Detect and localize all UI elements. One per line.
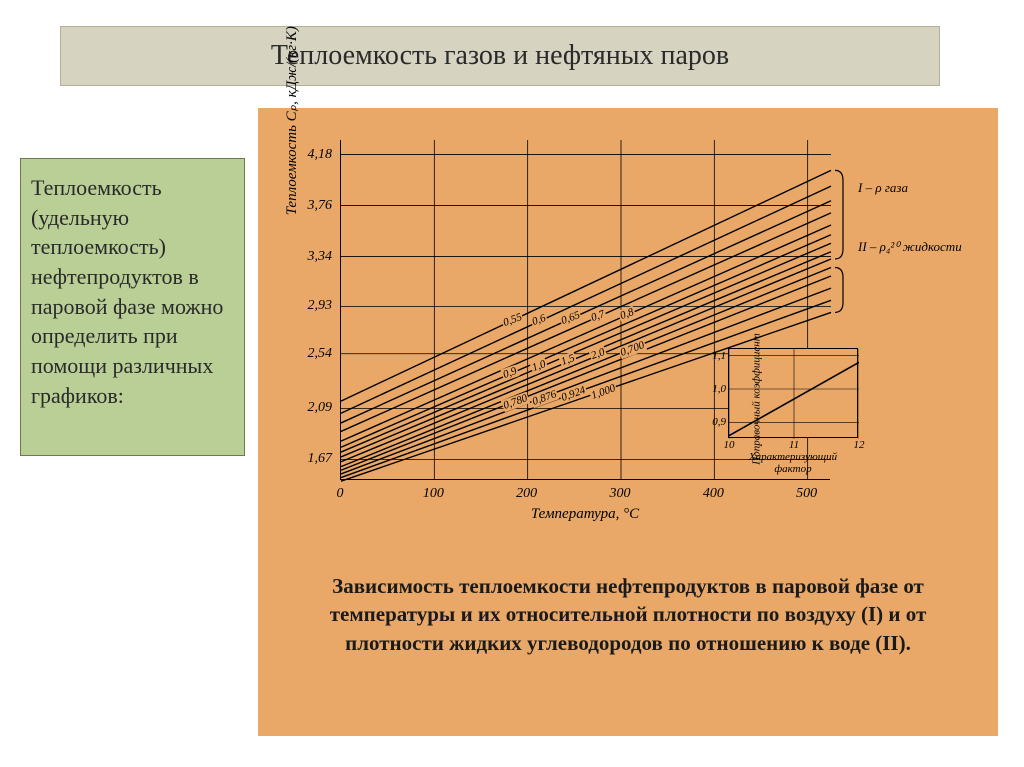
y-axis-label: Теплоемкость Cₚ, кДж/(кг·К)	[282, 26, 301, 215]
x-tick: 0	[337, 486, 344, 502]
sidebar-description: Теплоемкость (удельную теплоемкость) неф…	[20, 158, 245, 456]
chart-caption: Зависимость теплоемкости нефтепродуктов …	[288, 572, 968, 657]
x-tick: 400	[703, 486, 724, 502]
group-label-liquid: II – ρ₄²⁰ жидкости	[858, 240, 962, 254]
y-tick: 4,18	[308, 147, 333, 163]
y-tick: 2,09	[308, 400, 333, 416]
sidebar-text: Теплоемкость (удельную теплоемкость) неф…	[31, 175, 223, 408]
y-tick: 1,67	[308, 451, 333, 467]
chart-caption-text: Зависимость теплоемкости нефтепродуктов …	[330, 574, 927, 655]
inset-x-tick: 12	[854, 437, 865, 451]
y-tick: 3,34	[308, 249, 333, 265]
y-tick: 2,93	[308, 298, 333, 314]
inset-y-tick: 0,9	[712, 416, 729, 428]
y-tick: 3,76	[308, 198, 333, 214]
y-axis-label-text: Теплоемкость Cₚ, кДж/(кг·К)	[284, 26, 300, 215]
x-tick: 100	[423, 486, 444, 502]
x-tick: 200	[516, 486, 537, 502]
inset-chart: Поправочный коэффициент Характеризующий …	[728, 348, 858, 438]
chart-panel: Теплоемкость Cₚ, кДж/(кг·К) Температура,…	[258, 108, 998, 736]
inset-x-tick: 11	[789, 437, 799, 451]
inset-y-label: Поправочный коэффициент	[751, 333, 763, 464]
group-label-gas: I – ρ газа	[858, 180, 908, 196]
inset-y-tick: 1,1	[712, 350, 729, 362]
x-axis-label-text: Температура, °С	[531, 506, 639, 522]
x-axis-label: Температура, °С	[340, 506, 830, 523]
x-tick: 500	[796, 486, 817, 502]
inset-x-tick: 10	[724, 437, 735, 451]
page-title: Теплоемкость газов и нефтяных паров	[60, 26, 940, 86]
main-chart: Теплоемкость Cₚ, кДж/(кг·К) Температура,…	[340, 140, 830, 520]
page-title-text: Теплоемкость газов и нефтяных паров	[271, 40, 729, 72]
inset-x-label: Характеризующий фактор	[729, 451, 857, 475]
y-tick: 2,54	[308, 346, 333, 362]
inset-y-tick: 1,0	[712, 383, 729, 395]
x-tick: 300	[610, 486, 631, 502]
inset-svg	[729, 349, 859, 439]
